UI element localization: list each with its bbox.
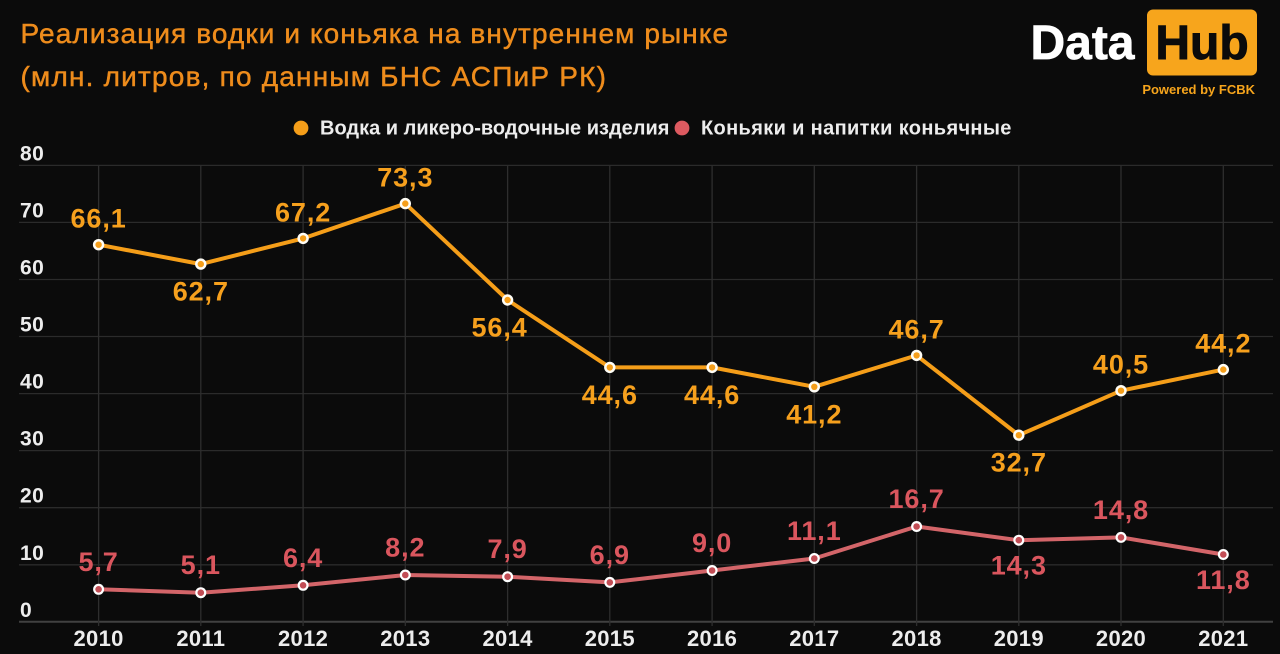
svg-text:41,2: 41,2 xyxy=(786,399,842,429)
svg-text:60: 60 xyxy=(20,257,44,280)
svg-text:2017: 2017 xyxy=(789,626,839,651)
svg-text:(млн. литров, по данным БНС АС: (млн. литров, по данным БНС АСПиР РК) xyxy=(21,61,608,92)
svg-text:2016: 2016 xyxy=(687,626,737,651)
svg-text:30: 30 xyxy=(20,428,44,451)
svg-text:32,7: 32,7 xyxy=(991,448,1047,478)
svg-text:14,3: 14,3 xyxy=(991,551,1047,581)
svg-text:6,4: 6,4 xyxy=(283,543,323,573)
svg-text:10: 10 xyxy=(20,542,44,565)
svg-text:16,7: 16,7 xyxy=(889,484,945,514)
svg-text:9,0: 9,0 xyxy=(692,528,732,558)
svg-text:44,6: 44,6 xyxy=(582,380,638,410)
svg-text:70: 70 xyxy=(20,199,44,222)
svg-text:2011: 2011 xyxy=(176,626,225,651)
svg-text:11,1: 11,1 xyxy=(787,516,842,546)
svg-text:50: 50 xyxy=(20,314,44,337)
svg-text:44,2: 44,2 xyxy=(1195,329,1251,359)
svg-text:11,8: 11,8 xyxy=(1196,565,1251,595)
svg-text:56,4: 56,4 xyxy=(472,313,528,343)
svg-text:62,7: 62,7 xyxy=(173,277,229,307)
svg-text:Водка и ликеро-водочные издели: Водка и ликеро-водочные изделия xyxy=(320,118,669,140)
svg-text:5,1: 5,1 xyxy=(181,550,221,580)
svg-text:67,2: 67,2 xyxy=(275,197,331,227)
svg-text:14,8: 14,8 xyxy=(1093,495,1149,525)
svg-text:Коньяки и напитки коньячные: Коньяки и напитки коньячные xyxy=(701,118,1012,140)
svg-text:2021: 2021 xyxy=(1198,626,1248,651)
svg-text:Data: Data xyxy=(1030,17,1134,70)
svg-text:46,7: 46,7 xyxy=(889,314,945,344)
svg-text:Реализация водки и коньяка на: Реализация водки и коньяка на внутреннем… xyxy=(21,18,730,49)
svg-text:2010: 2010 xyxy=(74,626,124,651)
svg-text:8,2: 8,2 xyxy=(385,533,425,563)
svg-text:80: 80 xyxy=(20,142,44,165)
svg-text:6,9: 6,9 xyxy=(590,540,630,570)
svg-text:Powered by FCBK: Powered by FCBK xyxy=(1142,82,1255,97)
svg-text:73,3: 73,3 xyxy=(377,163,433,193)
svg-text:44,6: 44,6 xyxy=(684,380,740,410)
svg-text:7,9: 7,9 xyxy=(487,534,527,564)
svg-text:40: 40 xyxy=(20,371,44,394)
svg-text:2018: 2018 xyxy=(892,626,942,651)
svg-text:2013: 2013 xyxy=(380,626,430,651)
svg-text:40,5: 40,5 xyxy=(1093,350,1149,380)
svg-text:2019: 2019 xyxy=(994,626,1044,651)
svg-text:2020: 2020 xyxy=(1096,626,1146,651)
svg-text:66,1: 66,1 xyxy=(71,204,127,234)
svg-text:20: 20 xyxy=(20,485,44,508)
svg-text:2012: 2012 xyxy=(278,626,328,651)
svg-text:2015: 2015 xyxy=(585,626,635,651)
svg-text:5,7: 5,7 xyxy=(78,547,118,577)
svg-text:Hub: Hub xyxy=(1155,17,1248,70)
svg-text:0: 0 xyxy=(20,599,32,622)
svg-text:2014: 2014 xyxy=(483,626,534,651)
